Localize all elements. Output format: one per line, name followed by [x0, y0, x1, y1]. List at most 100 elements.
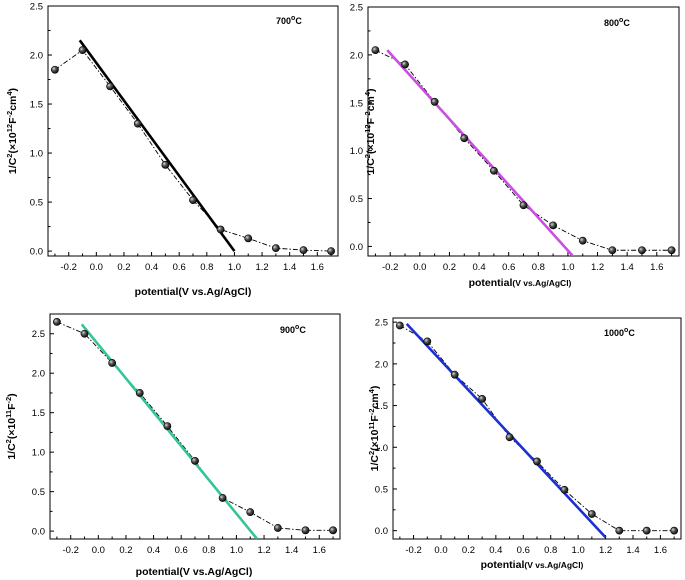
data-point: [216, 225, 225, 234]
x-tick-label: 1.4: [285, 545, 298, 556]
x-tick-label: 1.6: [313, 545, 326, 556]
x-axis-label: potential(V vs.Ag/AgCl): [136, 566, 253, 578]
data-point: [642, 526, 651, 535]
plot-content: [51, 39, 335, 255]
temperature-label: 900oC: [280, 324, 306, 335]
data-connector-line: [56, 321, 334, 531]
x-tick-label: 0.2: [117, 262, 130, 273]
x-tick-label: 0.0: [90, 262, 103, 273]
y-tick-label: 1.5: [350, 98, 363, 109]
data-point: [327, 247, 335, 255]
x-tick-label: 1.2: [591, 262, 604, 273]
x-tick-label: 0.6: [517, 545, 530, 556]
plot-content: [53, 317, 337, 539]
x-axis-label: potential(V vs.Ag/AgCl): [481, 559, 584, 571]
plot-frame: [47, 5, 339, 257]
data-point: [273, 524, 282, 532]
data-point: [560, 485, 569, 494]
x-tick-label: 1.2: [255, 262, 268, 273]
plot-frame: [367, 6, 680, 257]
x-tick-label: 0.8: [544, 545, 557, 556]
y-tick-label: 0.0: [350, 242, 363, 253]
data-point: [299, 246, 308, 255]
x-axis-label: potential(V vs.Ag/AgCl): [469, 277, 572, 289]
x-tick-label: -0.2: [405, 545, 421, 556]
y-tick-label: 2.5: [375, 318, 388, 329]
y-tick-label: 1.0: [350, 146, 363, 157]
x-tick-label: -0.2: [61, 262, 77, 273]
data-point: [189, 196, 197, 205]
mott-schottky-fit-line: [78, 39, 236, 252]
y-tick-label: 2.0: [375, 359, 388, 370]
data-point: [587, 510, 596, 518]
data-point: [460, 134, 469, 143]
data-point: [478, 394, 487, 403]
x-tick-label: 1.0: [230, 545, 243, 556]
plot-frame: [49, 313, 341, 540]
data-connector-line: [375, 49, 672, 251]
chart-panel-900c: -0.2 0.0 0.2 0.4 0.6 0.8 1.0 1.2 1.4 1.6 0.0 0.5 1.0…: [4, 313, 341, 578]
data-point: [489, 166, 498, 175]
data-point: [371, 46, 380, 54]
y-tick-label: 2.5: [32, 329, 45, 340]
x-tick-label: 0.0: [92, 545, 105, 556]
x-tick-label: 0.4: [472, 262, 485, 273]
data-point: [80, 329, 89, 338]
temperature-label: 1000oC: [604, 327, 635, 338]
temperature-label: 800oC: [604, 17, 630, 28]
y-tick-label: 1.5: [30, 100, 43, 111]
data-point: [667, 246, 676, 255]
y-tick-label: 0.5: [375, 484, 388, 495]
y-axis-label: 1/C2(×1012F-2cm4): [363, 88, 377, 174]
plot-content: [371, 46, 676, 256]
data-point: [108, 359, 117, 367]
data-point: [135, 389, 144, 397]
x-tick-label: -0.2: [63, 545, 79, 556]
x-tick-label: 1.4: [621, 262, 634, 273]
data-point: [246, 508, 255, 517]
chart-panel-800c: -0.2 0.0 0.2 0.4 0.6 0.8 1.0 1.2 1.4 1.6 0.0 0.5 1.0…: [350, 3, 680, 289]
x-tick-label: 0.6: [173, 262, 186, 273]
x-tick-label: 0.2: [443, 262, 456, 273]
data-point: [430, 97, 439, 106]
data-point: [519, 201, 528, 210]
data-point: [395, 321, 404, 330]
x-tick-label: 1.4: [283, 262, 296, 273]
x-tick-label: 0.6: [175, 545, 188, 556]
x-tick-label: 0.6: [502, 262, 515, 273]
plot-content: [395, 321, 679, 539]
data-point: [608, 246, 617, 255]
x-tick-label: 1.6: [311, 262, 324, 273]
y-tick-label: 2.5: [30, 2, 43, 13]
data-point: [51, 65, 59, 74]
x-tick-label: 0.0: [434, 545, 447, 556]
x-tick-label: 1.0: [228, 262, 241, 273]
x-tick-label: 1.6: [650, 262, 663, 273]
y-tick-label: 0.0: [32, 527, 45, 538]
data-point: [505, 433, 514, 442]
y-axis-label: 1/C2(×1012F-2cm4): [5, 88, 19, 174]
data-point: [578, 236, 587, 245]
y-tick-label: 2.0: [32, 369, 45, 380]
x-tick-label: 0.4: [147, 545, 160, 556]
data-point: [533, 457, 541, 466]
x-tick-label: 0.2: [119, 545, 132, 556]
data-point: [106, 82, 115, 91]
x-tick-label: -0.2: [382, 262, 398, 273]
y-tick-label: 2.0: [30, 51, 43, 62]
data-point: [670, 526, 679, 535]
y-tick-label: 0.0: [375, 526, 388, 537]
x-tick-label: 0.0: [413, 262, 426, 273]
x-tick-label: 1.2: [257, 545, 270, 556]
data-point: [271, 244, 280, 253]
y-tick-label: 2.0: [350, 50, 363, 61]
y-tick-label: 0.0: [30, 247, 43, 258]
y-tick-label: 0.5: [350, 194, 363, 205]
x-tick-label: 0.4: [145, 262, 158, 273]
x-tick-label: 0.8: [532, 262, 545, 273]
y-tick-label: 1.5: [32, 408, 45, 419]
y-tick-label: 2.5: [350, 3, 363, 14]
x-tick-label: 1.6: [654, 545, 667, 556]
x-tick-label: 1.0: [572, 545, 585, 556]
